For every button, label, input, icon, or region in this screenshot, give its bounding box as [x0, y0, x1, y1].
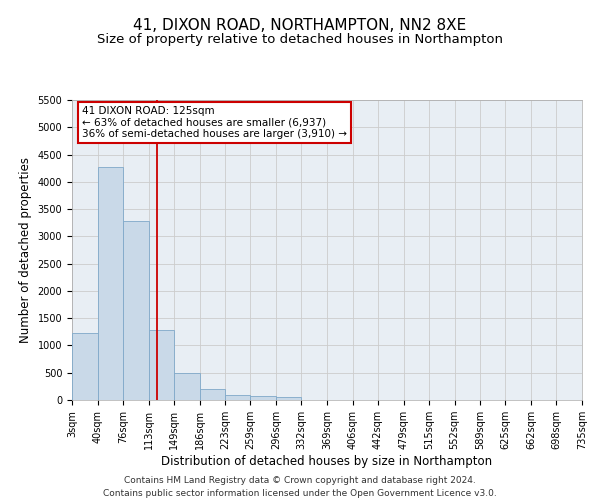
Bar	[174, 374, 199, 400]
Bar	[72, 333, 98, 400]
Y-axis label: Number of detached properties: Number of detached properties	[19, 157, 32, 343]
X-axis label: Distribution of detached houses by size in Northampton: Distribution of detached houses by size …	[161, 455, 493, 468]
Bar	[199, 390, 225, 400]
Bar	[276, 398, 301, 400]
Bar	[98, 167, 123, 400]
Bar	[250, 396, 276, 400]
Bar	[225, 394, 250, 400]
Text: 41, DIXON ROAD, NORTHAMPTON, NN2 8XE: 41, DIXON ROAD, NORTHAMPTON, NN2 8XE	[133, 18, 467, 32]
Text: Size of property relative to detached houses in Northampton: Size of property relative to detached ho…	[97, 32, 503, 46]
Bar	[123, 221, 149, 400]
Text: 41 DIXON ROAD: 125sqm
← 63% of detached houses are smaller (6,937)
36% of semi-d: 41 DIXON ROAD: 125sqm ← 63% of detached …	[82, 106, 347, 139]
Text: Contains HM Land Registry data © Crown copyright and database right 2024.
Contai: Contains HM Land Registry data © Crown c…	[103, 476, 497, 498]
Bar	[149, 330, 174, 400]
